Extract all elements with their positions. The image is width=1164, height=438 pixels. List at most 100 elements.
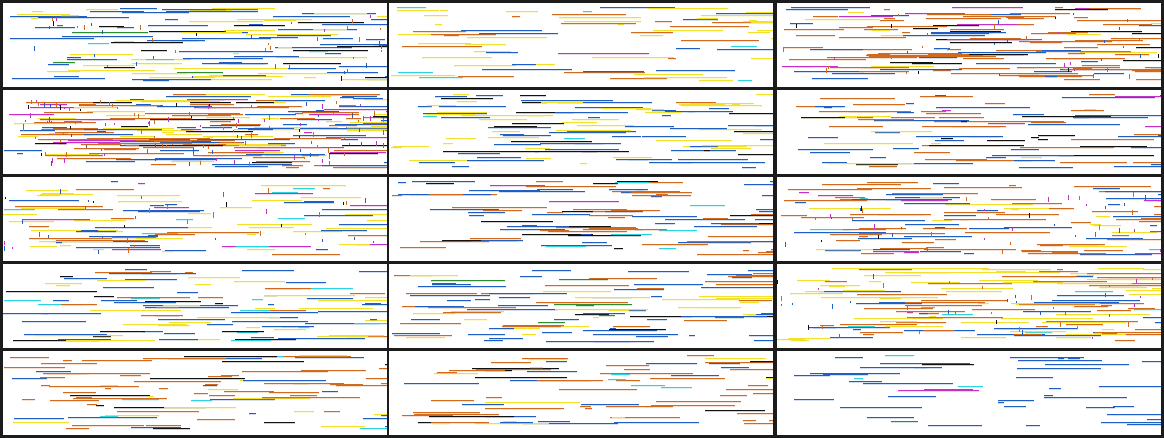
tick-blue [215,238,216,240]
segment-orange [720,395,747,397]
segment-orange [1116,219,1161,221]
segment-yellow [136,238,183,240]
segment-black [922,364,974,366]
segment-orange [878,53,962,55]
segment-blue [165,19,178,21]
segment-blue [159,339,198,341]
segment-blue [278,338,365,340]
segment-blue [1016,377,1053,379]
segment-yellow [410,275,458,277]
segment-yellow [26,190,68,192]
tick-blue [1145,195,1146,200]
segment-orange [76,189,134,191]
segment-black [1038,135,1075,137]
segment-blue [628,159,648,161]
segment-orange [1092,211,1138,213]
segment-black [734,131,773,133]
tick-blue [189,162,190,166]
segment-black [472,368,559,370]
segment-blue [321,230,367,232]
segment-blue [636,336,668,338]
tick-magenta [1136,279,1137,283]
segment-black [150,378,245,380]
tick-magenta [251,105,252,108]
tick-orange [1010,242,1011,245]
segment-yellow [982,269,1051,271]
segment-blue [469,190,540,192]
segment-orange [1103,24,1152,26]
segment-cyan [564,138,585,140]
segment-yellow [636,109,664,111]
segment-orange [414,414,499,416]
segment-yellow [206,117,250,119]
segment-blue [593,334,678,336]
segment-yellow [375,114,387,116]
tick-orange [317,145,318,148]
segment-yellow [526,158,551,160]
segment-yellow [528,115,553,117]
segment-blue [754,340,773,342]
segment-yellow [1001,318,1093,320]
segment-blue [284,202,334,204]
segment-orange [172,115,231,117]
segment-black [575,314,609,316]
tick-orange [236,123,237,128]
segment-orange [893,55,983,57]
line-segments [392,181,773,256]
segment-yellow [314,13,367,15]
segment-yellow [645,112,682,114]
segment-orange [737,413,773,415]
segment-orange [1073,68,1092,70]
segment-blue [652,110,676,112]
segment-blue [856,303,922,305]
tick-black [343,202,344,205]
segment-blue [111,181,118,183]
segment-yellow [711,148,751,150]
tick-magenta [363,116,364,121]
segment-blue [54,76,79,78]
segment-orange [751,214,773,216]
segment-yellow [872,30,890,32]
segment-orange [167,232,259,234]
segment-orange [1046,58,1125,60]
segment-yellow [40,194,93,196]
segment-blue [341,139,358,141]
segment-orange [151,164,176,166]
tick-blue [251,35,252,38]
segment-yellow [45,283,82,285]
segment-blue [12,78,105,80]
segment-blue [64,278,107,280]
segment-black [94,296,114,298]
segment-black [929,145,1024,147]
segment-blue [1018,360,1102,362]
segment-magenta [330,152,386,154]
tick-orange [991,312,992,314]
segment-yellow [751,58,773,60]
segment-orange [645,406,673,408]
segment-black [236,102,275,104]
segment-blue [651,196,662,198]
plot-panel [3,3,387,87]
segment-orange [864,29,898,31]
segment-yellow [182,32,242,34]
tick-magenta [1140,296,1141,298]
tick-orange [346,201,347,205]
segment-orange [420,241,489,243]
segment-blue [212,164,292,166]
segment-black [298,22,364,24]
segment-yellow [492,131,520,133]
segment-black [522,234,593,236]
tick-orange [358,120,359,122]
segment-blue [709,108,729,110]
segment-blue [860,367,927,369]
tick-black [93,201,94,203]
segment-yellow [103,128,174,130]
segment-orange [208,376,232,378]
segment-orange [503,325,564,327]
segment-yellow [294,411,314,413]
segment-black [329,153,378,155]
segment-yellow [164,407,236,409]
segment-blue [327,72,378,74]
tick-orange [333,112,334,115]
segment-blue [86,161,135,163]
